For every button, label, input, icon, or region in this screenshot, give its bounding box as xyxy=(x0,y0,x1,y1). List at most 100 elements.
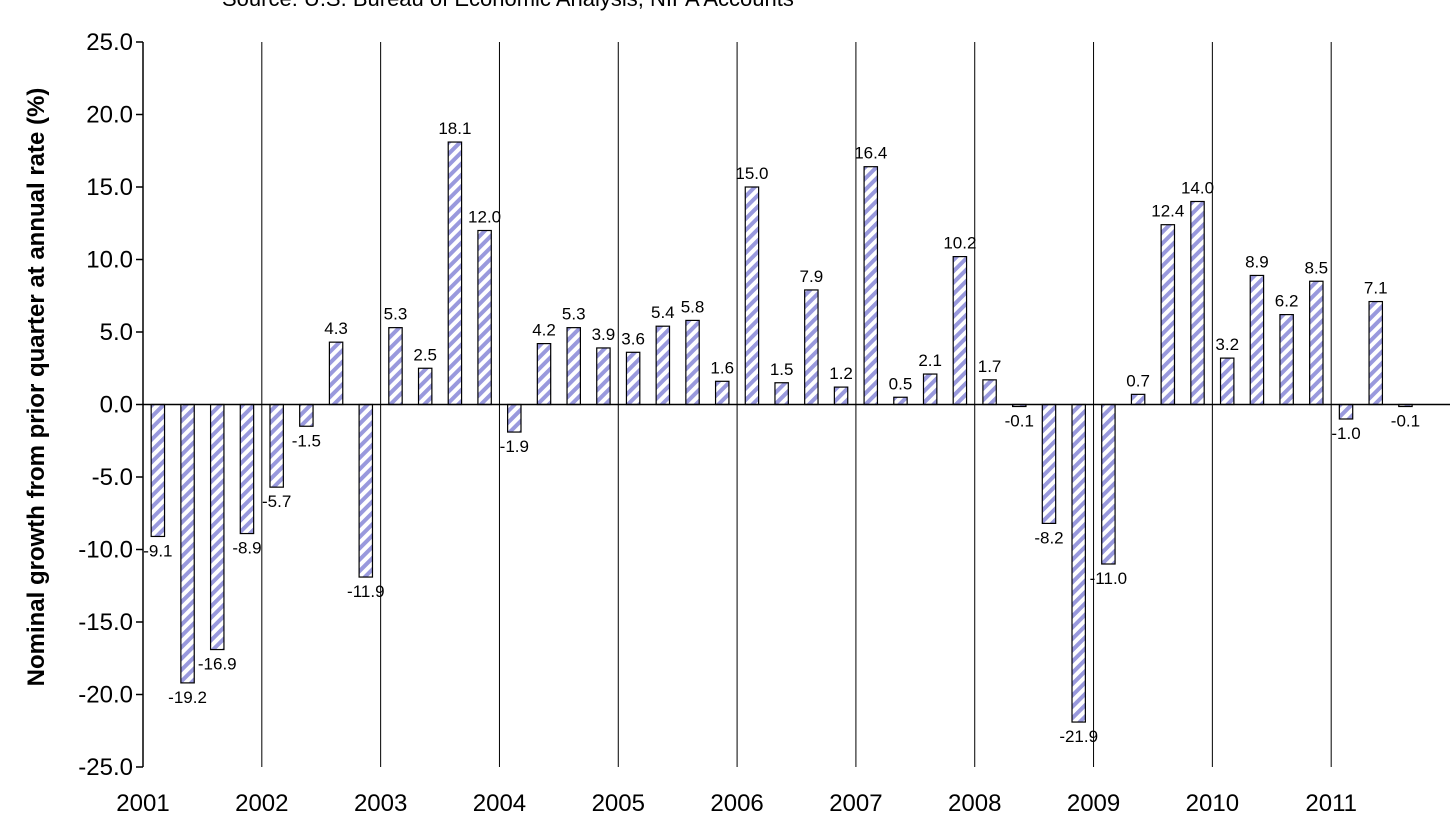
data-label: -1.5 xyxy=(292,431,321,450)
data-label: 1.2 xyxy=(829,364,853,383)
bar xyxy=(477,229,492,406)
data-label: 5.3 xyxy=(562,305,586,324)
bar xyxy=(952,256,968,406)
bar xyxy=(1338,403,1354,420)
bar xyxy=(685,319,700,406)
bar xyxy=(655,325,671,406)
bar xyxy=(774,382,789,406)
data-label: 8.5 xyxy=(1305,258,1329,277)
bar xyxy=(299,403,314,427)
x-tick-label: 2008 xyxy=(948,790,1001,815)
data-label: 10.2 xyxy=(943,234,976,253)
data-label: 5.4 xyxy=(651,303,675,322)
bar xyxy=(1130,393,1146,406)
bar xyxy=(150,403,166,538)
bar xyxy=(358,403,374,578)
bar xyxy=(625,351,641,406)
data-label: 0.7 xyxy=(1126,371,1150,390)
data-label: -5.7 xyxy=(262,492,291,511)
data-label: 8.9 xyxy=(1245,252,1269,271)
data-label: 5.3 xyxy=(384,305,408,324)
x-tick-label: 2011 xyxy=(1305,790,1357,815)
chart-subtitle: Source: U.S. Bureau of Economic Analysis… xyxy=(222,0,794,11)
bar xyxy=(922,373,938,406)
data-label: 3.2 xyxy=(1215,335,1239,354)
bar xyxy=(269,403,284,488)
bar xyxy=(1071,403,1086,723)
data-label: 2.5 xyxy=(413,345,437,364)
bar xyxy=(863,166,879,406)
data-label: 18.1 xyxy=(438,119,471,138)
bar xyxy=(1101,403,1116,565)
bar xyxy=(239,403,255,535)
bar xyxy=(1041,403,1057,525)
y-tick-label: 10.0 xyxy=(86,247,133,274)
data-label: 15.0 xyxy=(735,164,768,183)
bar xyxy=(714,380,730,406)
bar xyxy=(209,403,225,651)
y-tick-label: -25.0 xyxy=(78,754,133,781)
data-label: -1.9 xyxy=(500,437,529,456)
data-label: -0.1 xyxy=(1005,412,1034,431)
y-tick-label: 0.0 xyxy=(100,392,133,419)
data-label: 5.8 xyxy=(681,297,705,316)
data-label: 12.0 xyxy=(468,208,501,227)
y-tick-label: -5.0 xyxy=(92,464,133,491)
data-label: 14.0 xyxy=(1181,179,1214,198)
data-label: 2.1 xyxy=(918,351,942,370)
data-label: 3.9 xyxy=(592,325,616,344)
data-label: 0.5 xyxy=(889,374,913,393)
data-label: -16.9 xyxy=(198,655,237,674)
x-tick-label: 2001 xyxy=(116,790,169,815)
data-label: 3.6 xyxy=(621,329,645,348)
bar xyxy=(536,343,552,406)
data-label: -11.9 xyxy=(347,582,385,601)
bar xyxy=(596,347,611,406)
bar xyxy=(744,186,760,406)
data-label: 1.6 xyxy=(710,358,734,377)
data-label: -0.1 xyxy=(1391,412,1420,431)
y-tick-label: 15.0 xyxy=(86,174,133,201)
bar xyxy=(1279,314,1294,406)
bar xyxy=(507,403,522,433)
bar xyxy=(328,341,344,406)
data-label: 7.1 xyxy=(1364,279,1388,298)
bar xyxy=(447,141,463,406)
y-tick-label: -20.0 xyxy=(78,682,133,709)
data-label: 6.2 xyxy=(1275,292,1299,311)
bar xyxy=(1219,357,1235,406)
bar xyxy=(982,379,997,406)
x-tick-label: 2010 xyxy=(1186,790,1239,815)
bar xyxy=(180,403,195,684)
y-tick-label: 20.0 xyxy=(86,102,133,129)
data-label: -8.2 xyxy=(1034,528,1063,547)
x-tick-label: 2009 xyxy=(1067,790,1120,815)
data-label: -19.2 xyxy=(168,688,207,707)
data-label: 1.5 xyxy=(770,360,794,379)
x-tick-label: 2006 xyxy=(710,790,763,815)
bar xyxy=(1249,274,1265,406)
data-label: -21.9 xyxy=(1059,727,1098,746)
data-label: -9.1 xyxy=(143,541,172,560)
bar xyxy=(417,367,433,406)
data-label: 12.4 xyxy=(1151,202,1184,221)
bar xyxy=(566,327,581,406)
data-label: -11.0 xyxy=(1090,569,1128,588)
data-label: 1.7 xyxy=(978,357,1002,376)
y-axis-label: Nominal growth from prior quarter at ann… xyxy=(23,88,50,687)
y-tick-label: -10.0 xyxy=(78,537,133,564)
x-tick-label: 2002 xyxy=(235,790,288,815)
x-tick-label: 2003 xyxy=(354,790,407,815)
data-label: 4.2 xyxy=(532,321,556,340)
bar xyxy=(1190,200,1205,406)
bar xyxy=(804,289,819,406)
bar xyxy=(1309,280,1324,406)
data-label: -8.9 xyxy=(232,539,261,558)
bar xyxy=(1368,300,1384,406)
y-tick-label: 5.0 xyxy=(100,319,133,346)
bar xyxy=(833,386,849,406)
bar xyxy=(893,396,908,406)
y-tick-label: -15.0 xyxy=(78,609,133,636)
data-label: -1.0 xyxy=(1331,424,1360,443)
